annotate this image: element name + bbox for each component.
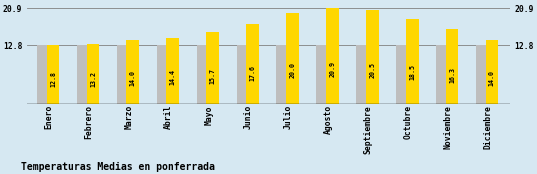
Bar: [117, 45, 128, 104]
Bar: [476, 45, 487, 104]
Bar: [157, 45, 168, 104]
Bar: [127, 40, 139, 104]
Bar: [246, 23, 259, 104]
Bar: [47, 45, 60, 104]
Bar: [446, 29, 459, 104]
Bar: [37, 45, 48, 104]
Bar: [286, 13, 299, 104]
Text: 16.3: 16.3: [449, 67, 455, 83]
Bar: [237, 45, 248, 104]
Bar: [197, 45, 208, 104]
Text: 14.4: 14.4: [170, 69, 176, 85]
Bar: [316, 45, 328, 104]
Text: 20.0: 20.0: [289, 62, 295, 78]
Text: 20.5: 20.5: [369, 62, 375, 78]
Bar: [86, 44, 99, 104]
Text: 20.9: 20.9: [329, 61, 335, 77]
Bar: [166, 38, 179, 104]
Text: Temperaturas Medias en ponferrada: Temperaturas Medias en ponferrada: [21, 162, 215, 172]
Text: 18.5: 18.5: [409, 64, 415, 80]
Bar: [485, 40, 498, 104]
Bar: [396, 45, 408, 104]
Bar: [356, 45, 367, 104]
Text: 12.8: 12.8: [50, 71, 56, 87]
Text: 15.7: 15.7: [209, 68, 216, 84]
Bar: [326, 9, 339, 104]
Bar: [206, 32, 219, 104]
Bar: [77, 45, 88, 104]
Bar: [277, 45, 288, 104]
Text: 14.0: 14.0: [130, 70, 136, 86]
Text: 14.0: 14.0: [489, 70, 495, 86]
Bar: [406, 19, 418, 104]
Text: 13.2: 13.2: [90, 71, 96, 87]
Bar: [366, 10, 379, 104]
Bar: [436, 45, 447, 104]
Text: 17.6: 17.6: [250, 65, 256, 81]
